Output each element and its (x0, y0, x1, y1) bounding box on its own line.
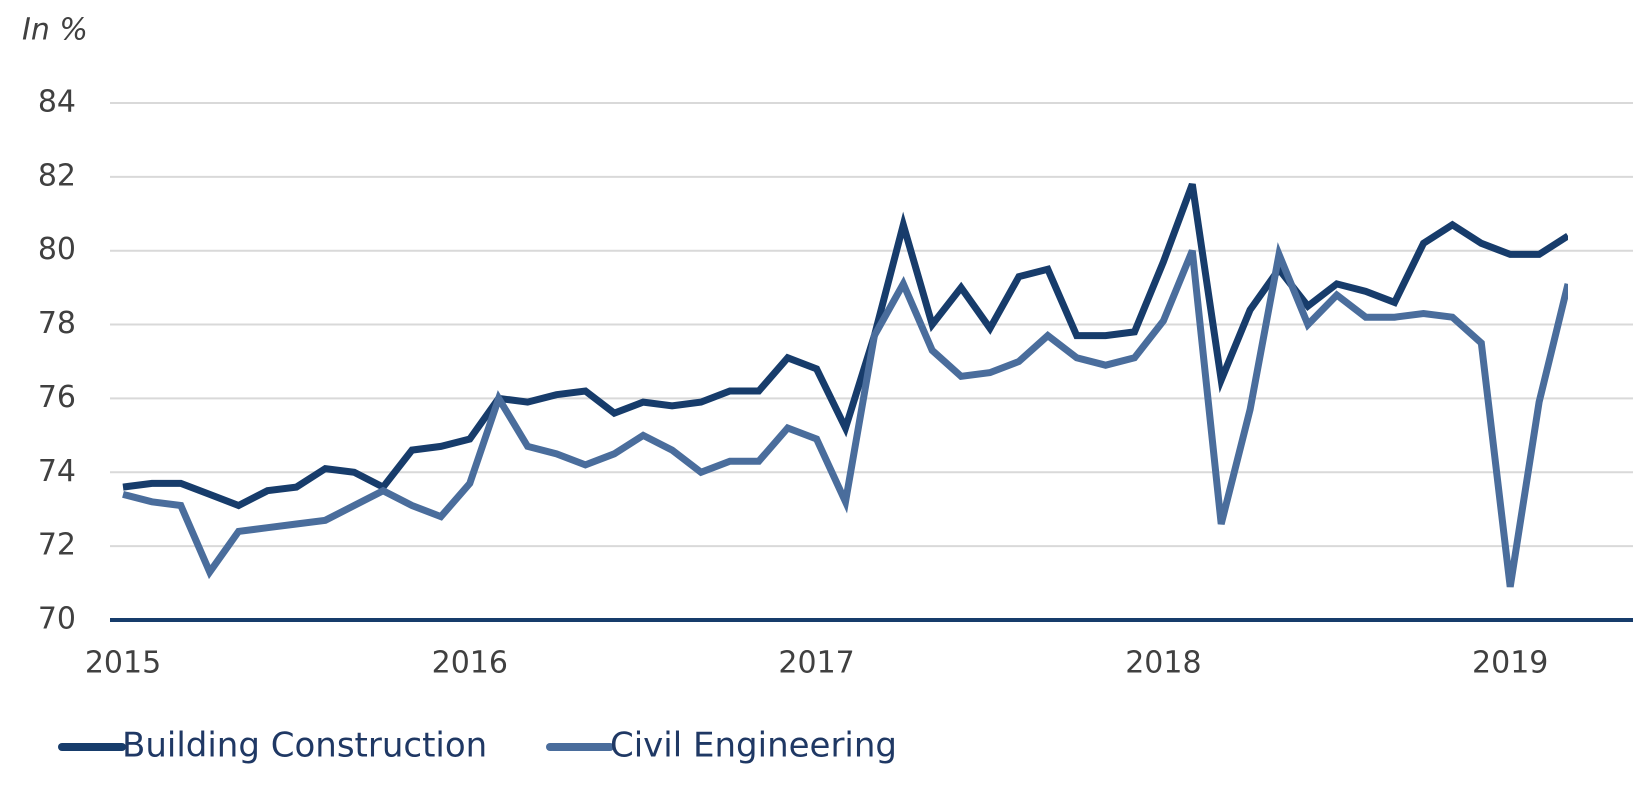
legend-label: Civil Engineering (610, 726, 897, 766)
x-tick-label: 2015 (85, 646, 161, 681)
line-series (122, 242, 1568, 588)
y-tick-label: 84 (38, 84, 76, 119)
x-tick-label: 2016 (432, 646, 508, 681)
line-series (122, 182, 1568, 510)
grid (110, 101, 1633, 622)
plot-area (122, 182, 1568, 588)
x-tick-label: 2018 (1125, 646, 1201, 681)
y-tick-label: 74 (38, 454, 76, 489)
x-tick-label: 2019 (1472, 646, 1548, 681)
y-tick-label: 82 (38, 158, 76, 193)
x-tick-label: 2017 (778, 646, 854, 681)
legend-label: Building Construction (122, 726, 487, 766)
y-tick-label: 70 (38, 602, 76, 637)
y-tick-label: 80 (38, 232, 76, 267)
y-tick-label: 78 (38, 306, 76, 341)
y-tick-label: 76 (38, 380, 76, 415)
y-axis-label: In % (22, 13, 88, 48)
y-tick-label: 72 (38, 528, 76, 563)
